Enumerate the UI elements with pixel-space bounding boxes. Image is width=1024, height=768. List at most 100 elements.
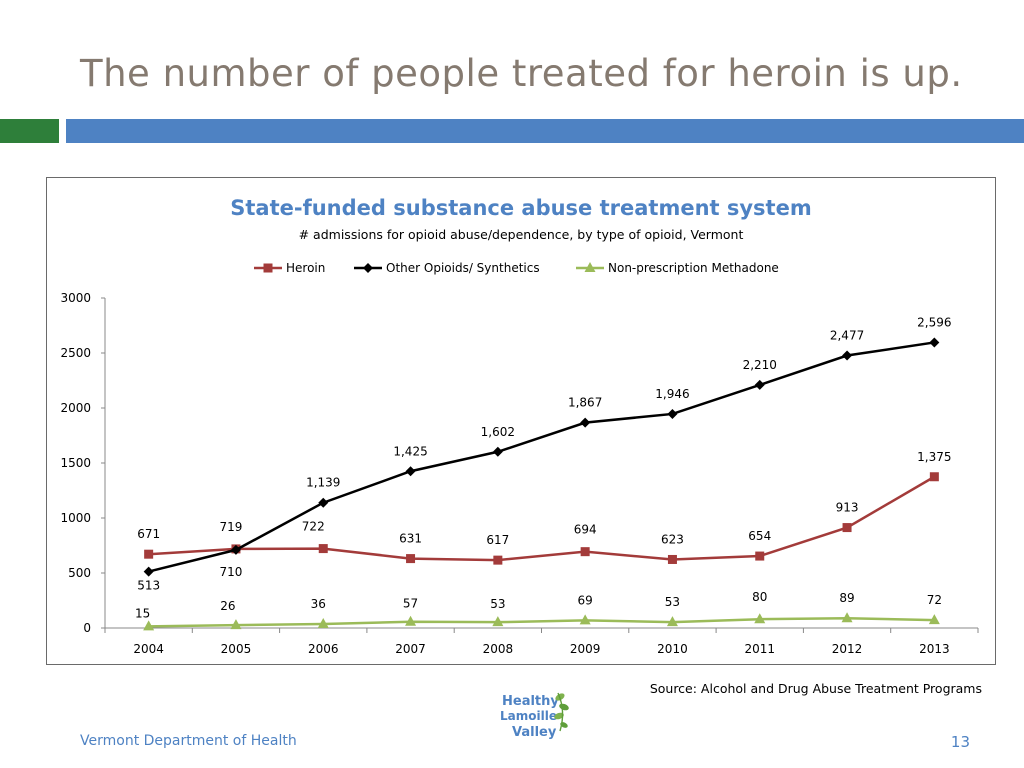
series-1-point [754,379,765,390]
data-label-0: 722 [302,520,325,534]
data-label-1: 1,602 [481,425,515,439]
series-1-point [318,497,329,508]
data-label-1: 513 [137,579,160,593]
data-label-0: 694 [574,523,597,537]
data-label-1: 1,139 [306,476,340,490]
series-2-point [317,618,329,629]
data-label-2: 80 [752,590,767,604]
series-0-point [842,523,852,533]
data-label-1: 1,425 [393,444,427,458]
chart-title: State-funded substance abuse treatment s… [230,196,811,220]
data-label-1: 1,946 [655,387,689,401]
series-0-point [406,554,416,564]
page-number: 13 [950,733,970,751]
x-tick-label: 2007 [395,642,426,656]
series-0-point [667,554,677,564]
series-1-point [667,408,678,419]
series-2-point [405,615,417,626]
data-label-1: 710 [219,565,242,579]
series-line-2 [148,616,935,628]
logo-text-2: Lamoille [500,709,557,723]
legend-marker-0 [263,263,273,273]
logo-text-3: Valley [512,725,557,740]
data-label-1: 2,596 [917,315,951,329]
legend-label-0: Heroin [286,261,325,275]
series-0-point [580,547,590,557]
data-label-1: 2,210 [743,358,777,372]
slide-title: The number of people treated for heroin … [80,52,963,95]
x-tick-label: 2008 [483,642,514,656]
series-line-1 [148,341,935,573]
legend-marker-1 [363,263,373,273]
x-tick-label: 2009 [570,642,601,656]
x-tick-label: 2010 [657,642,688,656]
logo-text-1: Healthy [502,694,559,709]
chart-subtitle: # admissions for opioid abuse/dependence… [299,227,744,242]
y-tick-label: 500 [68,566,91,580]
y-tick-label: 1000 [60,511,91,525]
series-1-point [929,337,940,348]
x-tick-label: 2013 [919,642,950,656]
line-chart: State-funded substance abuse treatment s… [60,196,979,656]
series-2-point [492,616,504,627]
series-2-point [666,616,678,627]
series-2-point [754,613,766,624]
y-tick-label: 2000 [60,401,91,415]
x-tick-label: 2004 [133,642,164,656]
logo-leaf [559,703,569,711]
legend-label-2: Non-prescription Methadone [608,261,779,275]
legend-marker-2 [584,262,596,272]
data-label-2: 69 [578,593,593,607]
logo-stem [557,692,564,732]
series-0-point [493,555,503,565]
data-label-0: 913 [836,501,859,515]
series-1-point [143,566,154,577]
healthy-lamoille-valley-logo: Healthy Lamoille Valley [500,692,569,740]
x-tick-label: 2011 [744,642,775,656]
series-line-0 [148,475,935,562]
data-label-0: 631 [399,532,422,546]
series-0-point [755,551,765,561]
series-1-point [580,417,591,428]
series-2-point [579,614,591,625]
series-1-point [230,544,241,555]
y-tick-label: 3000 [60,291,91,305]
series-1-point [842,350,853,361]
x-tick-label: 2006 [308,642,339,656]
x-tick-label: 2012 [832,642,863,656]
data-label-0: 1,375 [917,450,951,464]
data-label-1: 2,477 [830,329,864,343]
data-label-1: 1,867 [568,396,602,410]
x-tick-label: 2005 [221,642,252,656]
data-label-2: 36 [311,597,326,611]
data-label-0: 623 [661,532,684,546]
logo-leaf [554,712,564,720]
data-label-2: 57 [403,597,418,611]
series-2-point [230,619,242,630]
series-1-point [405,466,416,477]
data-label-0: 617 [486,533,509,547]
accent-bar-blue [66,119,1024,143]
data-label-0: 654 [748,529,771,543]
series-2-point [928,614,940,625]
data-label-0: 719 [219,520,242,534]
legend-label-1: Other Opioids/ Synthetics [386,261,540,275]
data-label-2: 15 [135,606,150,620]
footer-organization: Vermont Department of Health [80,733,297,749]
series-2-point [841,612,853,623]
series-2-point [143,620,155,631]
data-label-2: 53 [490,597,505,611]
y-tick-label: 1500 [60,456,91,470]
accent-bar-green [0,119,59,143]
series-0-point [144,549,154,559]
source-note: Source: Alcohol and Drug Abuse Treatment… [649,681,982,696]
y-tick-label: 2500 [60,346,91,360]
y-tick-label: 0 [83,621,91,635]
series-0-point [318,544,328,554]
series-0-point [929,472,939,482]
data-label-0: 671 [137,527,160,541]
series-1-point [492,446,503,457]
chart-frame [46,177,996,665]
data-label-2: 53 [665,595,680,609]
data-label-2: 89 [839,591,854,605]
